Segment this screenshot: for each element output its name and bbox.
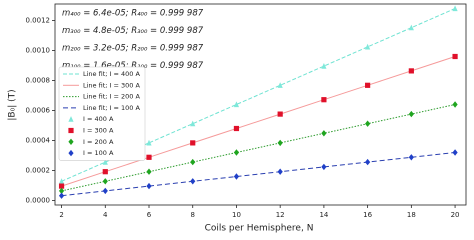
marker <box>321 97 327 103</box>
marker <box>365 158 371 166</box>
marker <box>102 178 108 185</box>
marker <box>365 43 371 50</box>
legend-label: Line fit; I = 300 A <box>83 81 140 89</box>
y-tick-label: 0.0008 <box>26 77 51 85</box>
marker <box>58 192 65 199</box>
marker <box>190 140 196 146</box>
x-tick-label: 6 <box>147 211 152 219</box>
marker <box>233 125 240 132</box>
legend-label: I = 100 A <box>83 149 114 157</box>
legend-label: Line fit; I = 100 A <box>83 104 140 112</box>
marker <box>408 24 414 31</box>
marker <box>277 139 283 147</box>
legend-swatch <box>68 127 74 134</box>
marker <box>408 154 414 161</box>
x-tick-label: 10 <box>232 211 241 219</box>
marker <box>190 120 196 127</box>
marker <box>321 130 327 137</box>
x-tick-label: 14 <box>319 211 328 219</box>
x-tick-label: 4 <box>103 211 108 219</box>
y-tick-label: 0.0010 <box>26 47 51 55</box>
legend-label: Line fit; I = 400 A <box>83 70 140 78</box>
annotation: m₄₀₀ = 6.4e-05; R₄₀₀ = 0.999 987 <box>62 9 204 19</box>
y-axis-label: |B₀| (T) <box>8 89 18 120</box>
legend-label: Line fit; I = 200 A <box>83 93 140 101</box>
marker <box>233 101 240 108</box>
marker <box>321 163 327 171</box>
marker <box>408 110 414 118</box>
annotation: m₂₀₀ = 3.2e-05; R₂₀₀ = 0.999 987 <box>62 44 204 54</box>
marker <box>277 82 283 88</box>
legend-swatch <box>68 149 74 157</box>
marker <box>452 149 458 156</box>
marker <box>58 178 65 184</box>
x-tick-label: 18 <box>407 211 416 219</box>
x-tick-label: 8 <box>190 211 194 219</box>
marker <box>58 187 65 195</box>
x-tick-label: 20 <box>451 211 460 219</box>
x-tick-label: 12 <box>276 211 285 219</box>
marker <box>146 154 152 160</box>
marker <box>58 183 65 189</box>
marker <box>408 68 414 74</box>
marker <box>146 182 152 190</box>
marker <box>452 101 458 108</box>
marker <box>365 120 371 127</box>
marker <box>102 169 108 175</box>
legend-swatch <box>68 138 74 145</box>
x-axis-label: Coils per Hemisphere, N <box>205 224 314 234</box>
fit-line <box>61 56 456 187</box>
y-tick-label: 0.0000 <box>26 197 51 205</box>
legend-swatch <box>68 116 74 122</box>
x-tick-label: 2 <box>59 211 63 219</box>
legend-label: I = 400 A <box>83 115 114 123</box>
y-tick-label: 0.0012 <box>26 17 51 25</box>
legend-label: I = 300 A <box>83 127 114 135</box>
fit-line <box>61 104 456 192</box>
marker <box>102 187 108 195</box>
marker <box>190 178 196 185</box>
marker <box>277 111 283 117</box>
marker <box>190 158 196 166</box>
y-tick-label: 0.0004 <box>26 137 51 145</box>
y-tick-label: 0.0006 <box>26 107 51 115</box>
annotation: m₃₀₀ = 4.8e-05; R₃₀₀ = 0.999 987 <box>62 26 204 36</box>
x-tick-label: 16 <box>363 211 372 219</box>
legend-box <box>58 66 146 161</box>
marker <box>233 149 240 156</box>
marker <box>452 53 458 60</box>
marker <box>321 63 327 69</box>
annotation: m₁₀₀ = 1.6e-05; R₁₀₀ = 0.999 987 <box>62 61 204 71</box>
marker <box>277 168 283 175</box>
legend-label: I = 200 A <box>83 138 114 146</box>
marker <box>452 5 458 12</box>
marker <box>102 159 108 165</box>
fit-line <box>61 152 456 197</box>
marker <box>233 173 240 180</box>
marker <box>146 168 152 175</box>
marker <box>146 139 152 146</box>
marker <box>365 82 371 88</box>
y-tick-label: 0.0002 <box>26 167 51 175</box>
